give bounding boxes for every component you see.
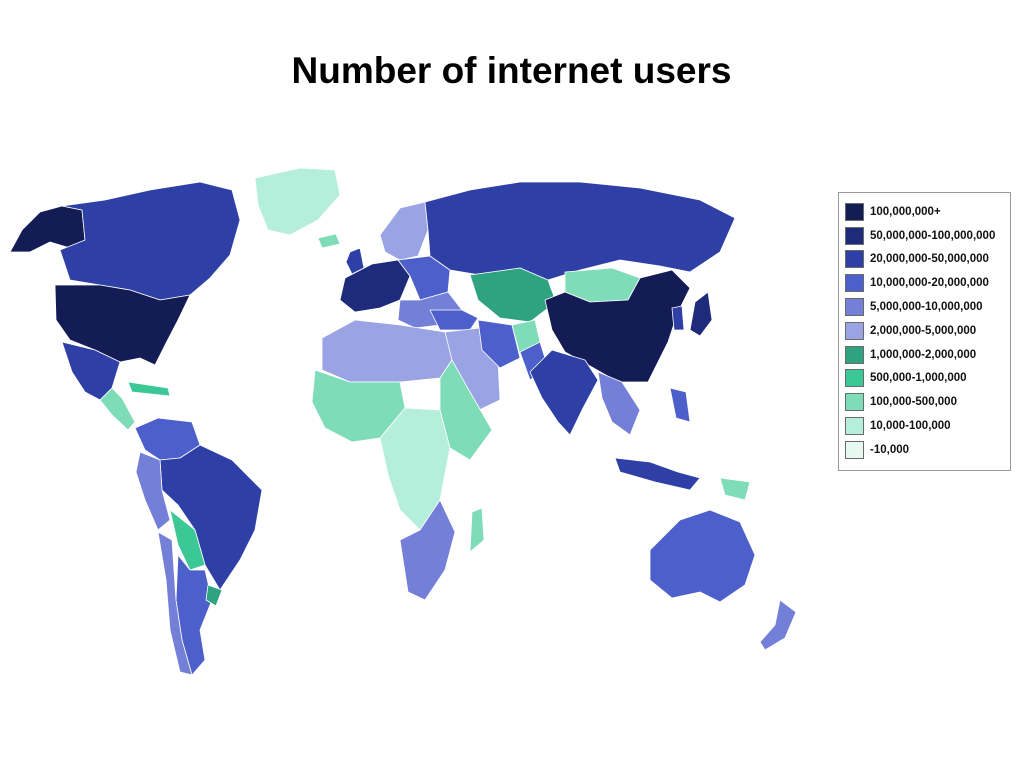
region-canada (59, 181, 241, 301)
legend-item: 5,000,000-10,000,000 (845, 295, 1004, 319)
region-korea (671, 305, 685, 331)
region-turkey (429, 309, 479, 331)
legend-item: 50,000,000-100,000,000 (845, 224, 1004, 248)
legend-swatch (845, 202, 864, 221)
legend-item: 10,000,000-20,000,000 (845, 271, 1004, 295)
region-scandinavia (379, 201, 429, 261)
region-peru (135, 451, 171, 531)
region-chile (157, 531, 193, 676)
legend-item: 2,000,000-5,000,000 (845, 319, 1004, 343)
legend-swatch (845, 298, 864, 317)
region-uruguay (205, 584, 223, 607)
legend-label: 10,000-100,000 (870, 420, 951, 433)
legend-label: 50,000,000-100,000,000 (870, 229, 996, 242)
legend-label: 500,000-1,000,000 (870, 372, 967, 385)
map-legend: 100,000,000+ 50,000,000-100,000,000 20,000… (838, 192, 1011, 471)
region-papua-new-guinea (719, 477, 751, 501)
region-brazil (159, 444, 263, 591)
region-southern-africa (399, 499, 456, 601)
legend-item: 500,000-1,000,000 (845, 367, 1004, 391)
legend-label: 10,000,000-20,000,000 (870, 277, 989, 290)
region-madagascar (469, 507, 485, 553)
region-greenland (254, 167, 341, 236)
legend-label: 2,000,000-5,000,000 (870, 324, 977, 337)
legend-swatch (845, 417, 864, 436)
region-southeast-asia (597, 371, 641, 436)
legend-item: 1,000,000-2,000,000 (845, 343, 1004, 367)
legend-label: 5,000,000-10,000,000 (870, 301, 983, 314)
region-iceland (317, 233, 341, 249)
region-russia (424, 181, 736, 281)
legend-label: 100,000-500,000 (870, 396, 957, 409)
region-usa (54, 284, 191, 366)
world-map-svg (9, 167, 797, 676)
region-north-africa (321, 319, 453, 383)
legend-item: -10,000 (845, 438, 1004, 462)
region-iran (477, 319, 521, 369)
region-bolivia-paraguay (169, 509, 206, 571)
legend-item: 20,000,000-50,000,000 (845, 248, 1004, 272)
region-philippines (669, 387, 691, 423)
region-new-zealand (759, 599, 797, 651)
legend-label: 1,000,000-2,000,000 (870, 348, 977, 361)
legend-swatch (845, 345, 864, 364)
region-australia (649, 509, 756, 603)
legend-swatch (845, 321, 864, 340)
legend-swatch (845, 274, 864, 293)
legend-swatch (845, 440, 864, 459)
legend-swatch (845, 226, 864, 245)
world-map (0, 160, 830, 690)
legend-item: 100,000-500,000 (845, 390, 1004, 414)
map-title: Number of internet users (291, 50, 732, 91)
region-indonesia (614, 457, 701, 491)
legend-label: 100,000,000+ (870, 205, 941, 218)
region-central-america (99, 387, 136, 431)
region-east-africa (439, 359, 493, 461)
region-india (529, 349, 599, 436)
legend-swatch (845, 369, 864, 388)
region-japan (689, 291, 713, 337)
legend-swatch (845, 250, 864, 269)
region-kazakhstan-central-asia (469, 267, 557, 323)
region-caribbean (127, 381, 171, 397)
legend-swatch (845, 393, 864, 412)
legend-item: 100,000,000+ (845, 200, 1004, 224)
legend-item: 10,000-100,000 (845, 414, 1004, 438)
legend-label: -10,000 (870, 443, 910, 456)
legend-label: 20,000,000-50,000,000 (870, 253, 989, 266)
